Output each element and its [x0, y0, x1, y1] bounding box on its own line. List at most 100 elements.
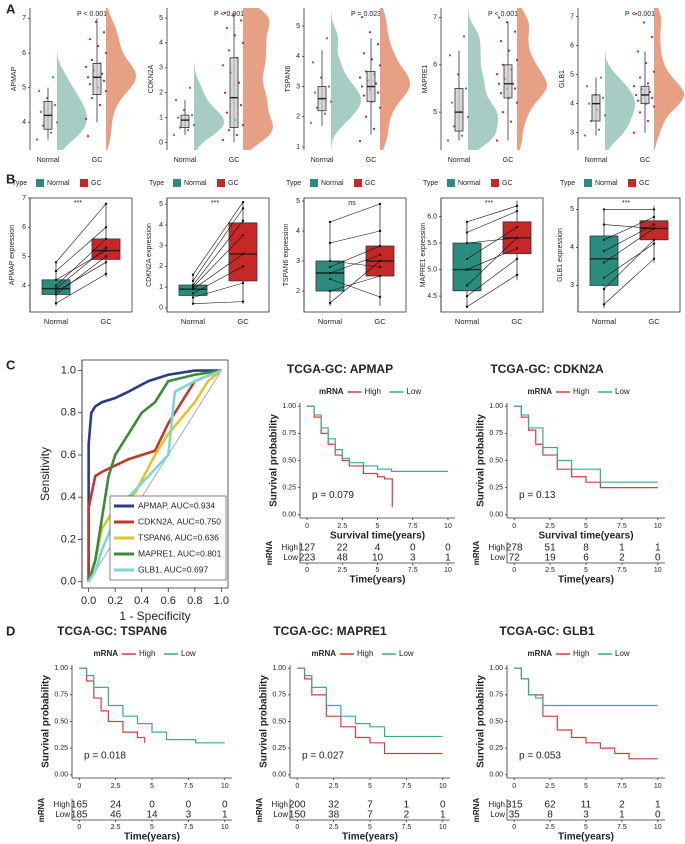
risk-count: 3 [186, 810, 192, 821]
y-tick-label: 2 [159, 90, 163, 97]
point [465, 294, 469, 298]
annotation: P < 0.001 [488, 11, 518, 18]
y-tick-label: 0.00 [489, 772, 503, 779]
y-tick-label: 0 [159, 305, 163, 312]
y-tick-label: 0.0 [61, 576, 76, 588]
point [358, 76, 362, 79]
y-tick-label: 0.25 [489, 484, 503, 491]
x-tick-label: 5 [150, 824, 154, 831]
point [497, 82, 501, 85]
point [602, 223, 606, 226]
pair-line [603, 216, 655, 241]
x-tick-label: 1.0 [214, 595, 229, 607]
pair-line [55, 256, 107, 295]
y-tick-label: 0.75 [54, 692, 68, 699]
point [638, 76, 642, 79]
point [652, 238, 656, 241]
point [191, 302, 195, 305]
point [587, 102, 591, 105]
point [501, 63, 505, 66]
point [515, 101, 519, 104]
y-tick-label: 1.00 [272, 665, 286, 672]
y-tick-label: 4 [22, 119, 26, 126]
point [360, 15, 364, 19]
risk-row-label: High [282, 543, 298, 552]
y-tick-label: 4 [159, 222, 163, 229]
x-axis-label: Survival time(years) [330, 531, 425, 542]
pair-line [192, 253, 244, 290]
legend-label: Normal [321, 180, 344, 187]
point [104, 261, 108, 264]
point [465, 305, 469, 308]
point [495, 139, 499, 142]
annotation: ns [348, 200, 356, 207]
point [192, 123, 196, 127]
x-tick-label: 10 [439, 783, 447, 790]
y-tick-label: 0.50 [282, 457, 296, 464]
legend-label: Low [615, 649, 630, 658]
y-tick-label: 5 [433, 109, 437, 116]
point [515, 225, 519, 229]
y-tick-label: 2 [296, 114, 300, 121]
risk-count: 3 [410, 553, 416, 564]
x-tick-label: 2.5 [329, 783, 339, 790]
box [454, 88, 464, 132]
x-tick-label: 2.5 [545, 824, 555, 831]
risk-count: 10 [372, 553, 384, 564]
point [632, 131, 636, 134]
point [364, 115, 368, 118]
legend-key [80, 179, 88, 187]
point [602, 261, 606, 264]
y-tick-label: 3 [159, 65, 163, 72]
legend-key [354, 179, 362, 187]
x-tick-label: 2.5 [545, 783, 555, 790]
y-tick-label: 5 [296, 23, 300, 30]
point [501, 111, 505, 114]
survival-curve [297, 667, 443, 738]
x-tick-label: Normal [174, 157, 197, 164]
annotation: *** [74, 200, 82, 207]
point [223, 11, 227, 15]
y-tick-label: 6.0 [427, 213, 437, 220]
violin [517, 8, 547, 150]
y-tick-label: 5 [570, 71, 574, 78]
pair-line [466, 248, 518, 270]
point [191, 285, 195, 289]
annotation: *** [485, 200, 493, 207]
risk-count: 1 [655, 800, 661, 811]
risk-table-title: mRNA [265, 541, 274, 566]
legend-title: Type [149, 180, 164, 187]
point [241, 123, 245, 127]
legend-label: Normal [458, 180, 481, 187]
point [602, 238, 606, 241]
y-axis-label: APMAP [11, 66, 18, 91]
pair-line [466, 205, 518, 223]
point [102, 79, 106, 82]
x-tick-label: 10 [654, 783, 662, 790]
violin [57, 8, 87, 150]
risk-count: 165 [71, 800, 88, 811]
risk-count: 11 [581, 800, 592, 811]
point [225, 111, 229, 114]
chart-title: TCGA-GC: APMAP [287, 362, 393, 376]
point [495, 73, 499, 76]
y-axis-label: GLB1 expression [557, 228, 564, 282]
y-tick-label: 4 [296, 53, 300, 60]
x-tick-label: Normal [311, 157, 334, 164]
y-tick-label: 5.5 [427, 240, 437, 247]
point [41, 124, 45, 127]
legend-key [584, 179, 592, 187]
pair-line [466, 226, 518, 260]
risk-count: 3 [583, 810, 589, 821]
point [515, 58, 519, 62]
point [602, 276, 606, 279]
risk-count: 1 [619, 543, 625, 554]
y-tick-label: 6 [22, 50, 26, 57]
x-tick-label: GC [503, 157, 514, 164]
box [315, 260, 345, 292]
y-tick-label: 5 [22, 85, 26, 92]
point [585, 85, 589, 88]
point [462, 35, 466, 38]
point [589, 119, 593, 123]
x-tick-label: 0 [295, 824, 299, 831]
